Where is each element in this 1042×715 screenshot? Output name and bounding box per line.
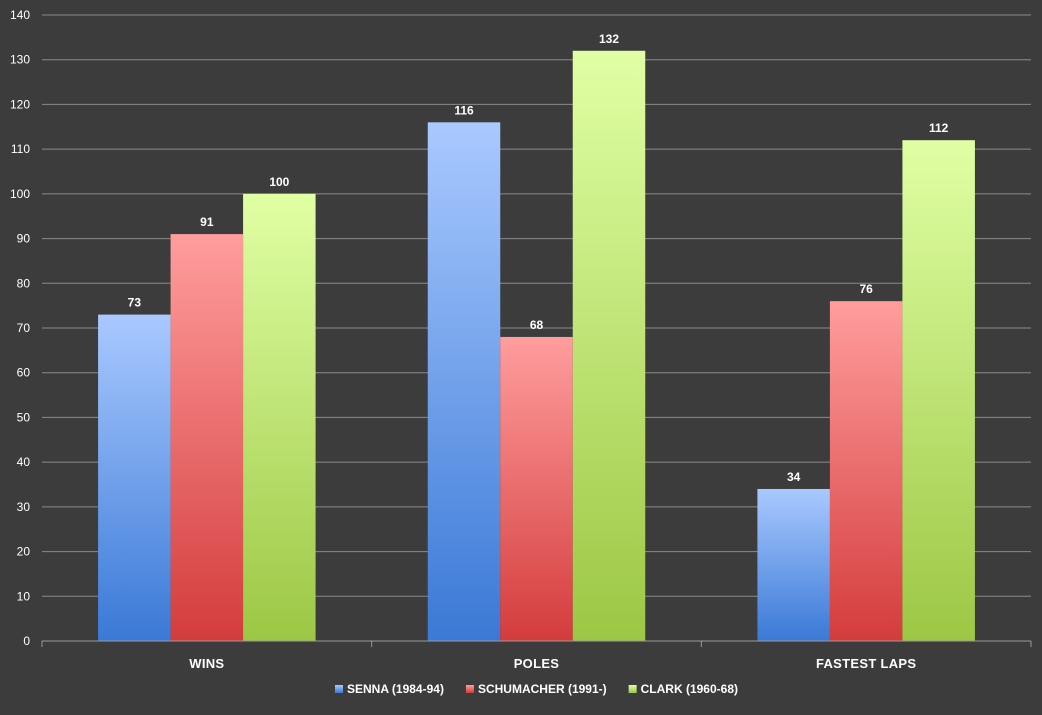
legend-label: SENNA (1984-94) (347, 682, 444, 696)
data-label: 112 (929, 121, 949, 135)
bar-poles-series-1 (500, 336, 573, 641)
legend-swatch (628, 685, 637, 693)
data-label: 116 (454, 103, 474, 117)
legend-label: SCHUMACHER (1991-) (478, 682, 607, 696)
data-label: 76 (859, 282, 873, 296)
y-tick-label: 10 (17, 589, 31, 603)
y-tick-label: 130 (10, 53, 30, 67)
category-label: FASTEST LAPS (816, 656, 916, 671)
y-tick-label: 80 (17, 276, 31, 290)
y-tick-label: 20 (17, 545, 31, 559)
category-label: WINS (189, 656, 224, 671)
legend: SENNA (1984-94) SCHUMACHER (1991-) CLARK (… (335, 682, 738, 696)
y-tick-label: 70 (17, 321, 31, 335)
y-tick-label: 90 (17, 232, 31, 246)
x-axis (41, 640, 1032, 647)
bars (98, 50, 975, 642)
category-labels: WINS POLES FASTEST LAPS (189, 656, 916, 671)
bar-wins-series-1 (170, 234, 244, 641)
data-label: 34 (787, 470, 801, 484)
y-tick-label: 140 (10, 8, 30, 22)
legend-item: CLARK (1960-68) (628, 682, 738, 696)
legend-item: SCHUMACHER (1991-) (465, 682, 607, 696)
category-label: POLES (514, 656, 560, 671)
data-labels: 73 91 100 116 68 132 34 76 112 (128, 32, 949, 484)
y-tick-label: 30 (17, 500, 31, 514)
legend-swatch (335, 685, 344, 693)
bar-wins-series-0 (98, 314, 171, 641)
data-label: 132 (599, 32, 619, 46)
bar-poles-series-0 (427, 122, 501, 642)
y-tick-label: 0 (23, 634, 30, 648)
bar-fastest-laps-series-1 (829, 301, 903, 641)
data-label: 68 (530, 318, 544, 332)
y-tick-label: 40 (17, 455, 31, 469)
data-label: 73 (128, 296, 142, 310)
bar-fastest-laps-series-0 (757, 488, 830, 641)
bar-fastest-laps-series-2 (902, 140, 975, 641)
legend-swatch (465, 685, 474, 693)
y-tick-label: 60 (17, 366, 31, 380)
y-axis-ticks: 0 10 20 30 40 50 60 70 80 90 100 110 120 130 140 (10, 8, 30, 648)
y-tick-label: 110 (11, 142, 30, 156)
y-tick-label: 50 (17, 410, 31, 424)
data-label: 100 (269, 175, 289, 189)
bar-poles-series-2 (572, 50, 646, 642)
y-tick-label: 100 (10, 187, 30, 201)
data-label: 91 (200, 215, 214, 229)
bar-wins-series-2 (243, 193, 316, 641)
legend-item: SENNA (1984-94) (335, 682, 444, 696)
y-tick-label: 120 (10, 97, 30, 111)
legend-label: CLARK (1960-68) (641, 682, 738, 696)
